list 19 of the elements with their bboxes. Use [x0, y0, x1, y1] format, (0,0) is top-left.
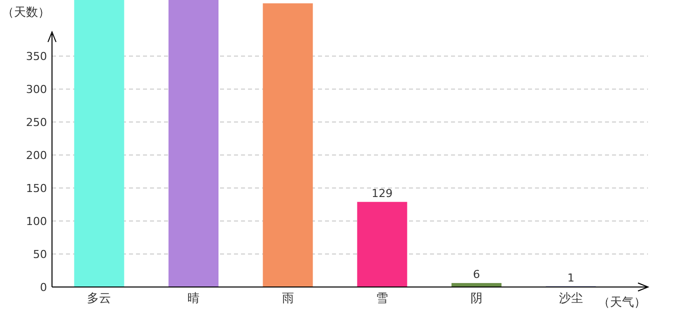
- x-tick-label: 多云: [87, 291, 112, 305]
- x-axis-title: （天气）: [598, 295, 646, 309]
- x-tick-label: 雪: [376, 291, 388, 305]
- data-label: 1: [567, 271, 574, 284]
- y-tick-label: 100: [26, 215, 47, 228]
- y-axis-title: （天数）: [2, 5, 50, 19]
- x-tick-label: 晴: [188, 291, 200, 305]
- y-tick-label: 200: [26, 149, 47, 162]
- x-tick-label: 阴: [470, 291, 482, 305]
- y-tick-label: 250: [26, 116, 47, 130]
- y-tick-label: 50: [33, 248, 47, 262]
- x-tick-label: 沙尘: [558, 291, 583, 305]
- x-tick-label: 雨: [282, 291, 294, 305]
- data-label: 6: [473, 268, 480, 282]
- y-tick-label: 150: [26, 182, 47, 196]
- y-tick-label: 300: [26, 83, 47, 96]
- y-tick-label: 350: [26, 50, 47, 64]
- data-label: 129: [372, 186, 393, 200]
- y-tick-label: 0: [40, 281, 47, 294]
